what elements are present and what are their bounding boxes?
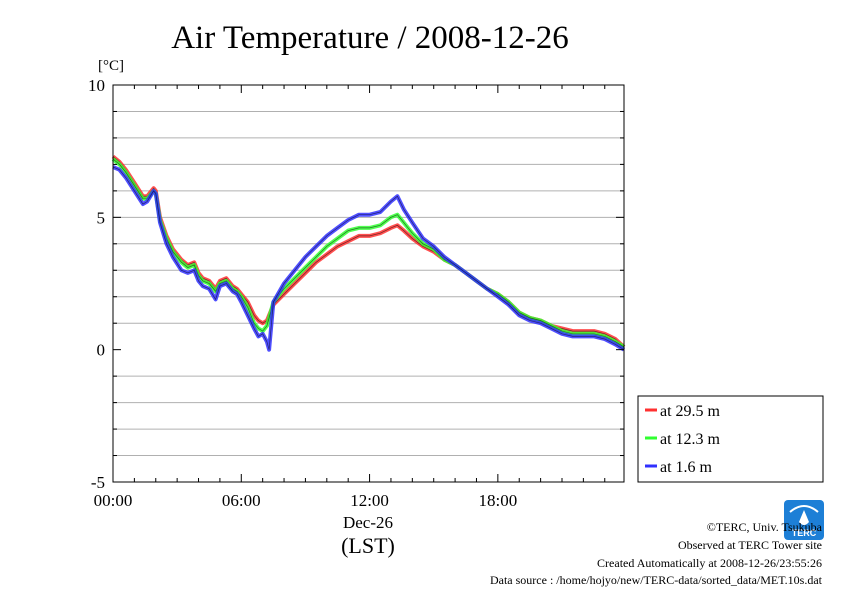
legend-label: at 12.3 m — [660, 431, 721, 448]
series-line-0 — [111, 154, 626, 349]
y-tick-label: -5 — [91, 473, 105, 492]
copyright-text: ©TERC, Univ. Tsukuba — [707, 520, 823, 534]
terc-logo-text: TERC — [792, 528, 817, 538]
grid-lines — [113, 110, 624, 457]
y-tick-label: 5 — [97, 208, 106, 227]
plot-frame — [112, 84, 625, 483]
observed-site-text: Observed at TERC Tower site — [678, 538, 822, 552]
x-axis-ticks: 00:00 06:00 12:00 18:00 — [94, 85, 606, 510]
logo-drop-icon — [799, 510, 809, 525]
x-tick-label: 00:00 — [94, 491, 133, 510]
legend-label: at 1.6 m — [660, 459, 713, 476]
logo-arc-icon — [789, 505, 819, 513]
x-axis-timezone-label: (LST) — [341, 533, 395, 558]
chart-title: Air Temperature / 2008-12-26 — [171, 20, 569, 56]
x-tick-label: 12:00 — [350, 491, 389, 510]
created-time-text: Created Automatically at 2008-12-26/23:5… — [597, 556, 822, 570]
y-tick-label: 0 — [97, 341, 106, 360]
x-tick-label: 06:00 — [222, 491, 261, 510]
series-line-1 — [111, 157, 626, 349]
series-core-line-1 — [112, 158, 625, 348]
data-source-text: Data source : /home/hojyo/new/TERC-data/… — [490, 573, 823, 587]
y-axis-ticks: 10 5 0 -5 — [88, 76, 624, 492]
legend: at 29.5 m at 12.3 m at 1.6 m — [637, 395, 824, 483]
series-core-line-2 — [112, 166, 625, 350]
x-axis-date-label: Dec-26 — [343, 513, 393, 532]
y-axis-unit-label: [°C] — [98, 58, 124, 74]
terc-logo: TERC — [784, 500, 824, 540]
series-core-line-0 — [112, 156, 625, 348]
legend-box — [637, 395, 824, 483]
x-tick-label: 18:00 — [478, 491, 517, 510]
series-lines — [111, 154, 626, 352]
y-tick-label: 10 — [88, 76, 105, 95]
legend-label: at 29.5 m — [660, 403, 721, 420]
